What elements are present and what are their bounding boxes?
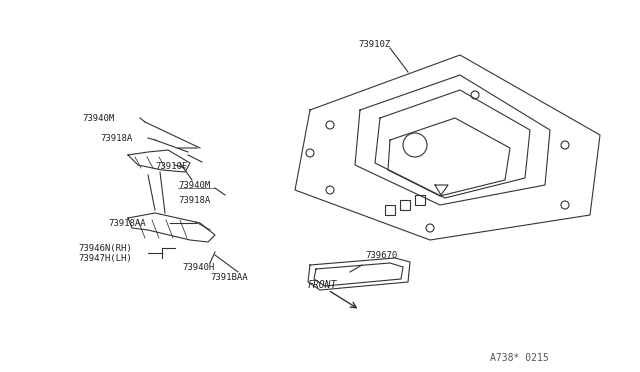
Text: 739670: 739670 [365,250,397,260]
Text: A738* 0215: A738* 0215 [490,353,548,363]
Text: 73946N(RH): 73946N(RH) [78,244,132,253]
Text: 73918A: 73918A [178,196,211,205]
Text: FRONT: FRONT [308,280,337,290]
Text: 73910Z: 73910Z [358,39,390,48]
Bar [400,200,410,210]
Text: 73918AA: 73918AA [108,218,146,228]
Text: 73940M: 73940M [178,180,211,189]
Text: 73918A: 73918A [100,134,132,142]
Bar [415,195,425,205]
Bar [385,205,395,215]
Text: 7391BAA: 7391BAA [210,273,248,282]
Text: 73910F: 73910F [155,161,188,170]
Text: 73940H: 73940H [182,263,214,273]
Text: 73947H(LH): 73947H(LH) [78,253,132,263]
Text: 73940M: 73940M [82,113,115,122]
